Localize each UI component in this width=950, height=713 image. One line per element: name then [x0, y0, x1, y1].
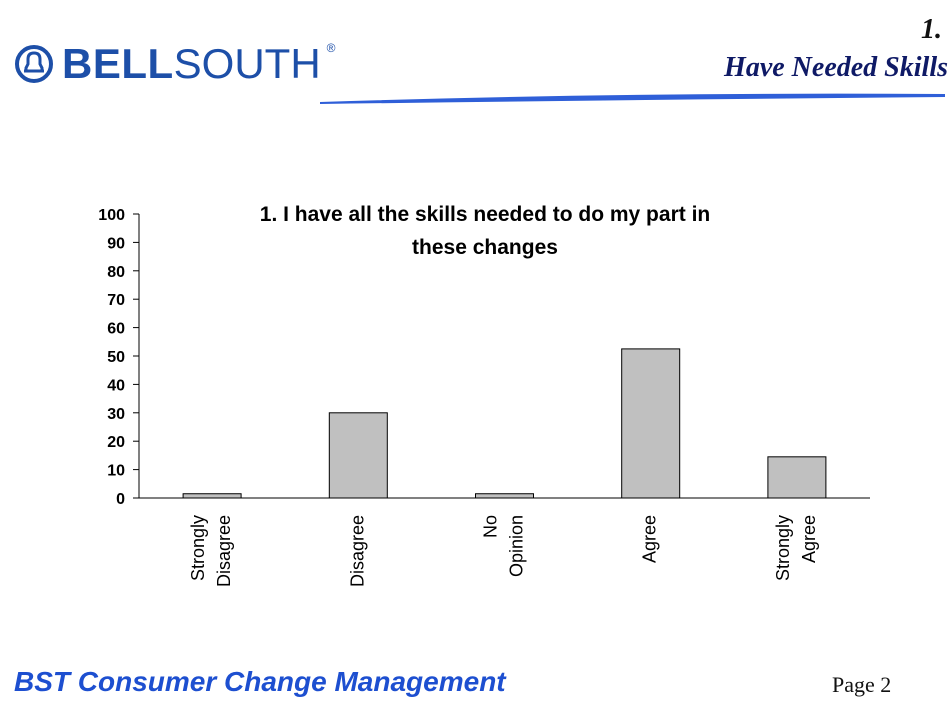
y-tick-label: 30	[107, 406, 125, 423]
x-category-label: No	[481, 515, 501, 538]
bellsouth-logo: BELL SOUTH ®	[14, 38, 336, 90]
y-tick-label: 70	[107, 292, 125, 309]
bar	[767, 456, 827, 499]
y-tick-label: 100	[98, 207, 125, 224]
x-category-label: Agree	[799, 515, 819, 563]
x-category-label: Disagree	[214, 515, 234, 587]
y-tick-label: 50	[107, 349, 125, 366]
y-tick-label: 0	[116, 491, 125, 508]
slide-title: Have Needed Skills	[724, 52, 948, 83]
chart-title-line: 1. I have all the skills needed to do my…	[260, 203, 710, 226]
footer-title: BST Consumer Change Management	[14, 666, 506, 697]
bar	[328, 412, 388, 499]
bar	[475, 493, 534, 499]
bar	[182, 493, 242, 499]
chart-title-line: these changes	[412, 236, 558, 259]
logo-text-south: SOUTH	[173, 40, 321, 87]
y-tick-label: 80	[107, 264, 125, 281]
x-category-label: Opinion	[507, 515, 527, 577]
bell-icon	[15, 45, 53, 83]
slide-number: 1.	[921, 14, 942, 45]
x-category-label: Strongly	[773, 515, 793, 581]
page-number: Page 2	[832, 672, 892, 697]
y-tick-label: 20	[107, 434, 125, 451]
bar	[621, 348, 681, 499]
registered-mark: ®	[326, 41, 336, 55]
y-tick-label: 90	[107, 235, 125, 252]
x-category-label: Disagree	[347, 515, 367, 587]
logo-text-bell: BELL	[62, 40, 174, 87]
y-tick-label: 60	[107, 321, 125, 338]
x-category-label: Strongly	[188, 515, 208, 581]
header-swoosh-line	[320, 93, 945, 104]
y-tick-label: 10	[107, 463, 125, 480]
x-category-label: Agree	[640, 515, 660, 563]
y-tick-label: 40	[107, 377, 125, 394]
